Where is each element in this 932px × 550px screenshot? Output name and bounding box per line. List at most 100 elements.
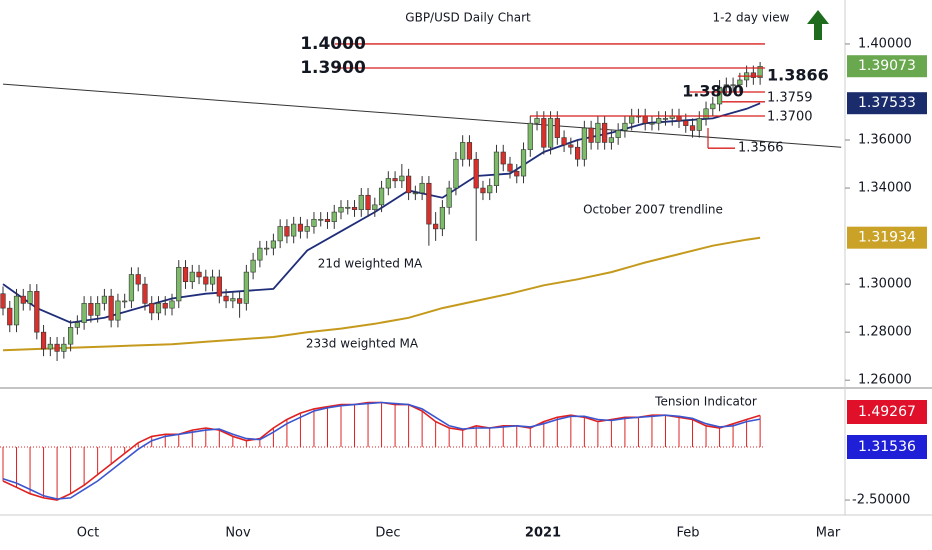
candle-body — [13, 295, 20, 326]
candle-body — [243, 271, 249, 304]
candle-body — [54, 343, 60, 352]
candle-body — [385, 178, 391, 189]
candle-body — [554, 118, 560, 138]
price-badge-label: 1.31934 — [858, 230, 916, 246]
candle-body — [149, 303, 155, 314]
candle-body — [581, 127, 587, 160]
candle-body — [473, 158, 479, 189]
candle-body — [439, 206, 446, 230]
candle-body — [710, 103, 716, 110]
indicator-badge-label: 1.31536 — [858, 439, 916, 455]
candle-body — [588, 127, 594, 143]
candle-body — [520, 149, 527, 177]
x-tick-label: Oct — [77, 526, 99, 541]
candle-body — [135, 274, 141, 285]
y-tick-label: 1.30000 — [858, 277, 912, 292]
candle-body — [297, 223, 304, 232]
trendline-label: October 2007 trendline — [583, 203, 723, 217]
y-tick-label: 1.34000 — [858, 181, 912, 196]
candle-body — [716, 86, 723, 105]
candle-body — [47, 343, 53, 350]
candle-body — [0, 293, 6, 309]
level-label: 1.3900 — [300, 58, 366, 78]
candle-body — [284, 226, 290, 237]
candle-body — [629, 115, 635, 124]
candle-body — [656, 118, 662, 124]
candle-body — [365, 194, 371, 210]
candle-body — [128, 274, 135, 302]
candle-body — [419, 182, 425, 194]
y-tick-label: 1.40000 — [858, 36, 912, 51]
candle-body — [568, 144, 574, 148]
candle-body — [101, 295, 107, 304]
candle-body — [237, 298, 243, 304]
candle-body — [40, 331, 47, 350]
candle-body — [7, 307, 13, 326]
candle-body — [68, 327, 74, 345]
candle-body — [250, 259, 256, 273]
ma21-label: 21d weighted MA — [318, 257, 423, 271]
x-tick-label: 2021 — [525, 526, 561, 541]
level-label: 1.3566 — [738, 141, 784, 156]
candle-body — [291, 223, 297, 237]
indicator-title: Tension Indicator — [654, 395, 757, 409]
candle-body — [493, 151, 500, 186]
candle-body — [622, 122, 628, 131]
ma21-line — [2, 102, 761, 324]
signal-line — [2, 401, 761, 500]
candle-body — [507, 163, 513, 172]
candle-body — [311, 218, 317, 227]
candle-body — [358, 194, 364, 210]
candle-body — [723, 84, 729, 88]
price-badge — [847, 226, 927, 249]
candle-body — [345, 206, 351, 209]
price-badge — [847, 55, 927, 78]
candle-body — [683, 120, 689, 126]
candle-body — [453, 158, 459, 189]
candle-body — [500, 151, 506, 165]
candle-body — [372, 204, 378, 210]
chart-title: GBP/USD Daily Chart — [405, 11, 531, 25]
candle-body — [230, 298, 236, 302]
candle-body — [318, 218, 324, 221]
indicator-badge — [847, 400, 927, 424]
candle-body — [480, 187, 486, 194]
candle-body — [737, 79, 743, 86]
candle-body — [676, 115, 682, 122]
candle-body — [155, 303, 162, 314]
candle-body — [642, 115, 648, 124]
candle-body — [534, 118, 540, 124]
candle-body — [595, 122, 601, 143]
candle-body — [95, 303, 101, 316]
candle-body — [689, 125, 696, 131]
candle-body — [324, 218, 331, 222]
candle-body — [176, 267, 182, 302]
candle-body — [34, 291, 40, 333]
candle-body — [399, 175, 405, 182]
candle-body — [405, 175, 412, 194]
candle-body — [169, 300, 175, 309]
candle-body — [270, 240, 277, 249]
candle-body — [574, 146, 581, 160]
x-tick-label: Mar — [816, 526, 841, 541]
candle-body — [223, 295, 229, 302]
up-arrow-icon — [807, 10, 829, 40]
candle-body — [182, 267, 189, 283]
candle-body — [615, 130, 621, 138]
candle-body — [757, 65, 763, 78]
level-label: 1.3866 — [767, 66, 829, 85]
candle-body — [331, 211, 337, 222]
candle-body — [514, 170, 520, 177]
candle-body — [662, 118, 669, 120]
ma233-label: 233d weighted MA — [306, 337, 419, 351]
x-tick-label: Feb — [676, 526, 699, 541]
candle-body — [61, 343, 67, 352]
candle-body — [460, 142, 466, 160]
candle-body — [203, 276, 209, 285]
indicator-badge — [847, 435, 927, 459]
candle-body — [108, 295, 114, 321]
candle-body — [20, 295, 26, 304]
candle-body — [162, 303, 168, 309]
candle-body — [527, 122, 533, 150]
